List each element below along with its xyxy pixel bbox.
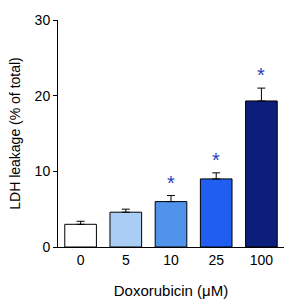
svg-text:10: 10: [35, 163, 51, 179]
svg-text:0: 0: [42, 239, 50, 255]
svg-text:20: 20: [35, 88, 51, 104]
svg-text:*: *: [257, 64, 265, 86]
svg-text:25: 25: [208, 252, 224, 268]
svg-text:Doxorubicin (μM): Doxorubicin (μM): [114, 282, 229, 299]
svg-text:*: *: [212, 149, 220, 171]
svg-text:LDH leakage (% of total): LDH leakage (% of total): [7, 57, 23, 210]
svg-text:100: 100: [250, 252, 274, 268]
svg-text:*: *: [167, 172, 175, 194]
svg-text:10: 10: [163, 252, 179, 268]
svg-text:30: 30: [35, 12, 51, 28]
svg-text:0: 0: [77, 252, 85, 268]
svg-text:5: 5: [122, 252, 130, 268]
